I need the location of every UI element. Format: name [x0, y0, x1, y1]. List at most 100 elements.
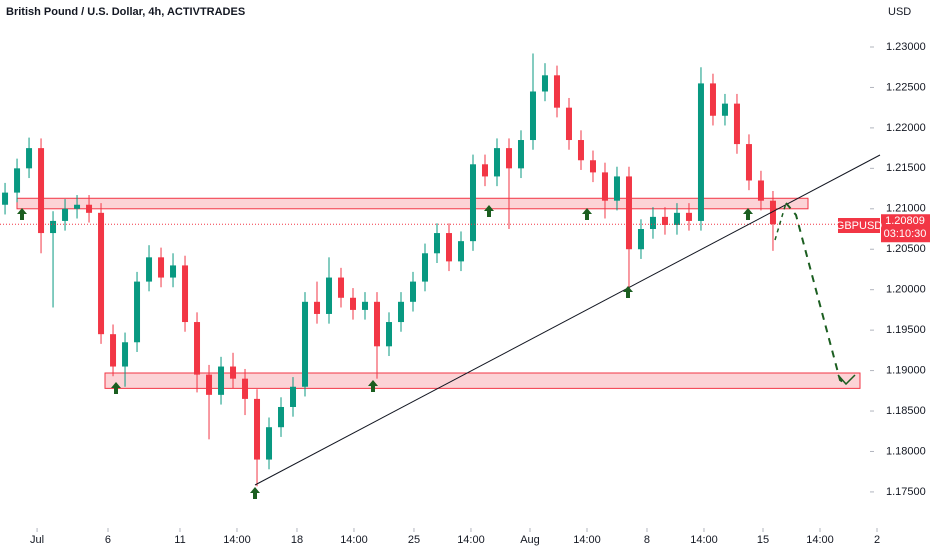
- x-tick-label: Jul: [30, 534, 44, 546]
- x-tick-label: Aug: [520, 534, 540, 546]
- x-tick-label: 14:00: [690, 534, 718, 546]
- price-tag-label: 1.20809: [885, 215, 925, 227]
- countdown: 03:10:30: [884, 228, 927, 240]
- candle-body: [50, 220, 57, 234]
- candle-body: [170, 265, 177, 278]
- candle-body: [110, 334, 117, 367]
- candle-body: [637, 229, 644, 250]
- candle-body: [206, 374, 213, 395]
- candle-body: [326, 277, 333, 314]
- x-tick-label: 14:00: [806, 534, 834, 546]
- candle-body: [158, 257, 165, 278]
- candle-body: [98, 212, 105, 335]
- currency: USD: [888, 6, 911, 18]
- x-tick-label: 25: [408, 534, 420, 546]
- candle-body: [601, 172, 608, 201]
- zone: [16, 197, 809, 210]
- candle-body: [613, 176, 620, 201]
- candle-body: [434, 233, 441, 254]
- candle-body: [338, 277, 345, 298]
- x-tick-label: 8: [644, 534, 650, 546]
- chart-title: British Pound / U.S. Dollar, 4h, ACTIVTR…: [6, 6, 245, 18]
- candle-body: [278, 406, 285, 428]
- candle-body: [230, 366, 237, 379]
- x-tick-label: 14:00: [340, 534, 368, 546]
- symbol-label: GBPUSD: [836, 220, 883, 232]
- trend-line: [254, 154, 881, 486]
- candle-body: [673, 212, 680, 225]
- y-tick-label: 1.17500: [886, 486, 926, 498]
- candle-body: [362, 301, 369, 310]
- y-tick-label: 1.19000: [886, 364, 926, 376]
- candle-body: [266, 427, 273, 460]
- candle-body: [254, 398, 261, 460]
- candle-body: [733, 103, 740, 145]
- candle-body: [398, 301, 405, 323]
- candle-body: [422, 253, 429, 282]
- candle-body: [661, 216, 668, 225]
- candle-body: [553, 75, 560, 108]
- candle-body: [122, 342, 129, 367]
- candle-body: [469, 164, 476, 242]
- candle-body: [589, 160, 596, 173]
- y-tick-label: 1.20000: [886, 284, 926, 296]
- y-tick-label: 1.20500: [886, 243, 926, 255]
- y-tick-label: 1.21500: [886, 162, 926, 174]
- y-tick-label: 1.23000: [886, 41, 926, 53]
- x-tick-label: 14:00: [223, 534, 251, 546]
- candle-body: [218, 366, 225, 395]
- price-tag: [881, 214, 930, 243]
- zone: [104, 372, 861, 389]
- projection-arrow: [774, 202, 787, 241]
- candle-body: [182, 265, 189, 323]
- candle-body: [481, 164, 488, 177]
- candle-body: [757, 180, 764, 201]
- candle-body: [26, 148, 33, 169]
- candle-body: [14, 168, 21, 193]
- candle-body: [74, 204, 81, 209]
- pivot-arrows: [17, 205, 753, 499]
- x-tick-label: 11: [174, 534, 185, 546]
- y-tick-label: 1.18000: [886, 445, 926, 457]
- candle-body: [685, 212, 692, 221]
- y-tick-label: 1.18500: [886, 405, 926, 417]
- candle-body: [565, 107, 572, 141]
- candle-body: [577, 140, 584, 161]
- y-tick-label: 1.22500: [886, 81, 926, 93]
- x-tick-label: 6: [105, 534, 111, 546]
- candle-body: [146, 257, 153, 282]
- x-tick-label: 18: [291, 534, 303, 546]
- candle-body: [529, 91, 536, 141]
- x-tick-label: 2: [874, 534, 880, 546]
- candle-body: [86, 204, 93, 213]
- candle-body: [2, 192, 9, 205]
- candle-body: [649, 216, 656, 230]
- candle-body: [445, 233, 452, 262]
- candle-body: [697, 83, 704, 221]
- candle-body: [745, 144, 752, 181]
- candle-body: [302, 301, 309, 387]
- y-tick-label: 1.19500: [886, 324, 926, 336]
- candle-body: [493, 148, 500, 177]
- y-tick-label: 1.21000: [886, 203, 926, 215]
- candle-body: [194, 322, 201, 375]
- candle-body: [386, 322, 393, 347]
- projection-arrowhead: [837, 374, 856, 386]
- candle-body: [134, 281, 141, 343]
- symbol-tag: [838, 218, 880, 233]
- candle-body: [709, 83, 716, 116]
- candle-body: [505, 148, 512, 169]
- candle-body: [374, 301, 381, 347]
- candle-body: [721, 103, 728, 116]
- candle-body: [769, 200, 776, 225]
- plot: 1.17500 1.18000 1.18500 1.19000 1.19500 1.200…: [0, 41, 930, 546]
- candle-body: [38, 148, 45, 234]
- candle-body: [517, 140, 524, 169]
- candle-body: [314, 301, 321, 314]
- x-tick-label: 14:00: [573, 534, 601, 546]
- x-tick-label: 14:00: [457, 534, 485, 546]
- candle-body: [625, 176, 632, 250]
- candle-body: [290, 386, 297, 407]
- x-tick-label: 15: [757, 534, 769, 546]
